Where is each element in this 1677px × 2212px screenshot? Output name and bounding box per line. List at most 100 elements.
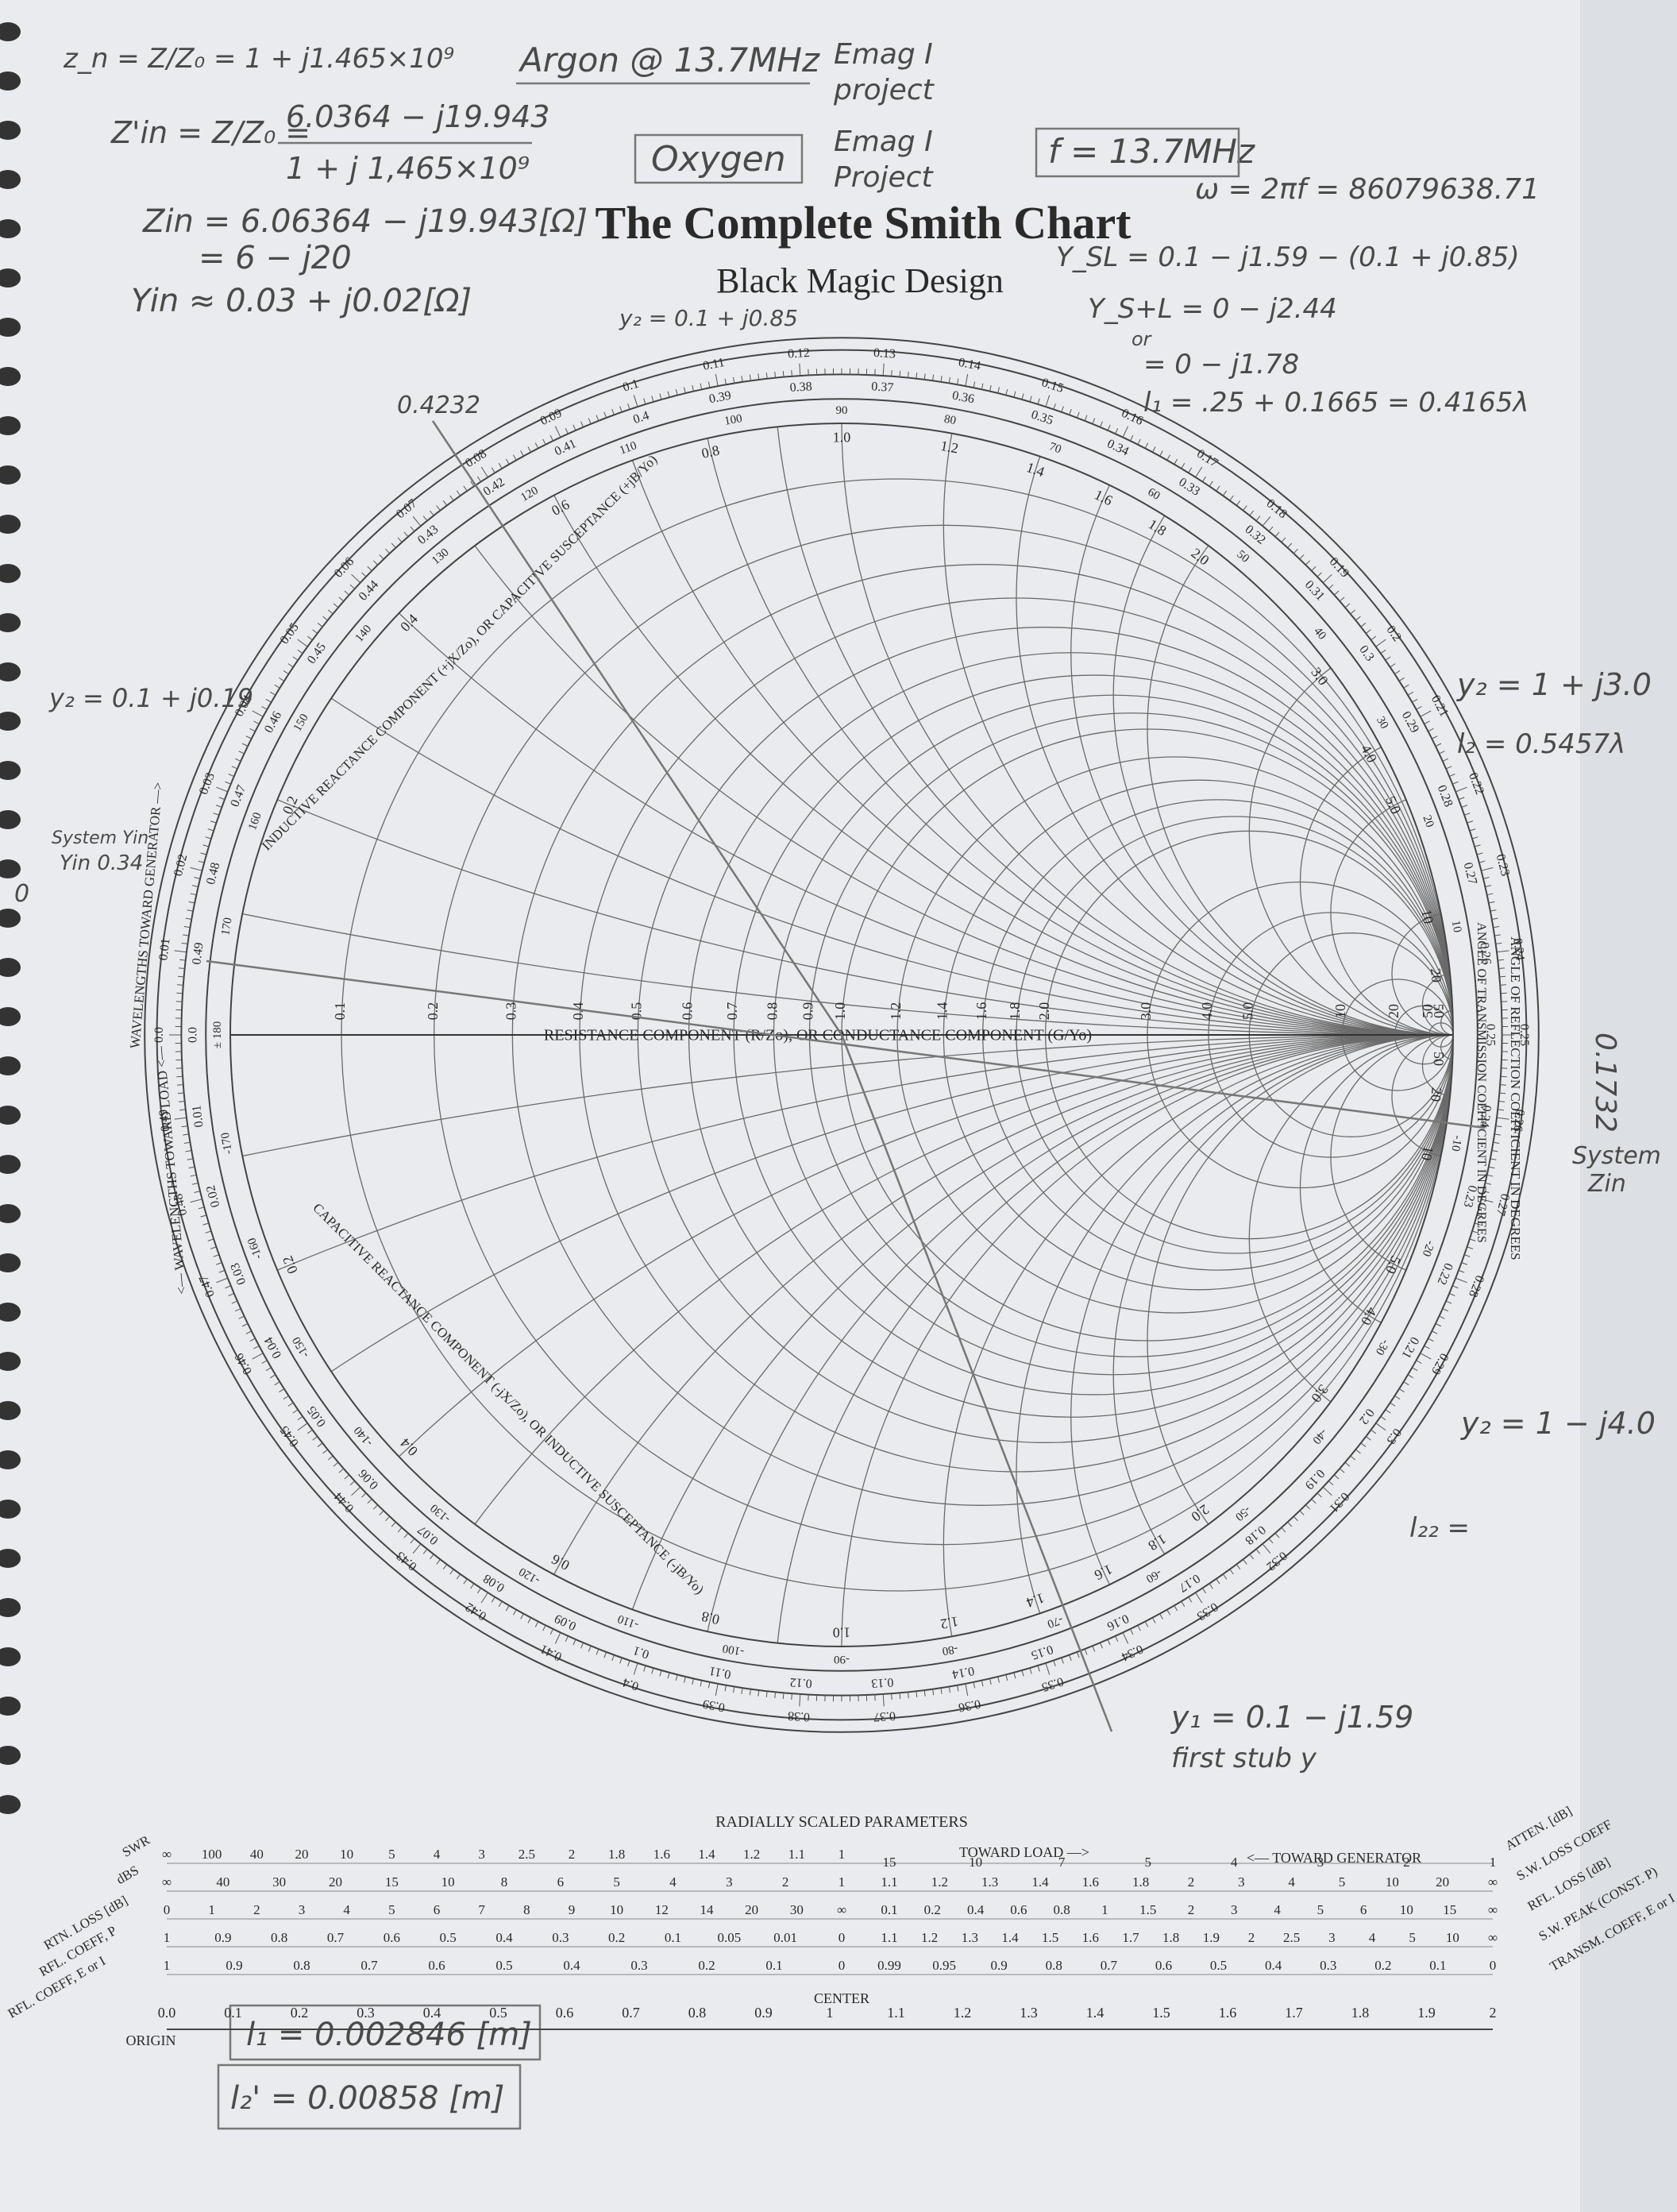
ring-tick [916, 1691, 918, 1697]
reactance-circle [1248, 1034, 1453, 1443]
ring-tick [1452, 781, 1459, 785]
ring-tick [1493, 1141, 1500, 1144]
ring-tick [1268, 1538, 1274, 1544]
ruler-label: 0.0 [158, 2005, 176, 2021]
scale-value: 0.5 [440, 1930, 457, 1945]
ring-tick [491, 1596, 495, 1603]
ring-tick [1188, 1596, 1193, 1603]
ring-hole [0, 1746, 21, 1765]
ring-tick [210, 820, 217, 824]
ring-tick [476, 476, 482, 482]
ring-tick [344, 590, 350, 596]
note: 0 [14, 880, 29, 908]
scale-value: 0.7 [327, 1930, 345, 1945]
scale-value: ∞ [162, 1847, 172, 1862]
scale-value: 5 [1409, 1930, 1416, 1945]
ring-tick [498, 1600, 503, 1607]
ring-tick [1029, 396, 1032, 403]
ring-tick [572, 1639, 576, 1646]
ring-tick [190, 1199, 202, 1203]
ring-tick [715, 1683, 719, 1697]
ring-tick [1005, 388, 1008, 396]
reactance-label: 20 [1428, 1087, 1445, 1102]
scale-value: 1.8 [608, 1847, 625, 1862]
scale-value: 9 [569, 1902, 576, 1917]
ring-tick [317, 623, 323, 627]
ring-tick [1209, 1583, 1213, 1589]
ruler-label: 2 [1490, 2005, 1497, 2021]
ring-tick [225, 1285, 231, 1289]
ring-tick [733, 1686, 735, 1693]
ring-tick [588, 418, 592, 424]
ring-tick [442, 1564, 448, 1570]
ring-tick [1084, 1649, 1088, 1655]
ring-hole [0, 1500, 21, 1519]
ring-tick [505, 1605, 510, 1612]
scale-value: 1.3 [981, 1874, 998, 1890]
scale-value: 1 [1490, 1855, 1497, 1870]
scale-value: 2.5 [519, 1847, 535, 1862]
scale-value: 0.1 [765, 1958, 782, 1973]
note: Emag I [834, 125, 933, 158]
ring-tick [228, 1293, 234, 1296]
ring-tick [463, 1578, 468, 1585]
ring-tick [1222, 490, 1228, 496]
ring-tick [1274, 1532, 1280, 1538]
ring-tick [202, 844, 210, 847]
scale-value: 0.3 [552, 1930, 569, 1945]
wavelength-load-label: 0.37 [871, 380, 894, 395]
ruler-label: 0.4 [423, 2005, 441, 2021]
ring-tick [333, 603, 339, 608]
resistance-label: 0.1 [332, 1002, 348, 1021]
ring-tick [1274, 531, 1280, 538]
scale-value: 4 [343, 1902, 350, 1917]
scale-value: 14 [700, 1902, 715, 1917]
ring-tick [231, 1300, 238, 1304]
ruler-label: 0.5 [489, 2005, 507, 2021]
ring-tick [190, 867, 202, 871]
scale-value: 10 [610, 1902, 623, 1917]
scale-value: 0.8 [1046, 1958, 1062, 1973]
ring-tick [480, 466, 488, 478]
ring-tick [1449, 1293, 1455, 1296]
ring-tick [1485, 1183, 1492, 1185]
ring-tick [372, 560, 379, 566]
ring-tick [234, 1308, 241, 1312]
ring-tick [279, 1388, 285, 1393]
reactance-label: 10 [1418, 908, 1436, 925]
ring-tick [213, 813, 219, 816]
ring-tick [513, 454, 517, 461]
ring-tick [1021, 1670, 1024, 1677]
ring-tick [1455, 1277, 1467, 1284]
ring-tick [1385, 1409, 1391, 1414]
ring-tick [327, 1455, 333, 1461]
wavelength-load-label: 0.27 [1461, 861, 1479, 886]
ring-tick [385, 548, 391, 554]
ring-tick [1420, 710, 1432, 717]
ring-tick [973, 381, 976, 388]
ring-tick [1115, 427, 1119, 434]
ring-tick [338, 1468, 345, 1473]
ring-tick [185, 917, 192, 920]
angle-label: 60 [1145, 486, 1162, 503]
ring-tick [1092, 1646, 1096, 1652]
ring-tick [202, 1222, 210, 1226]
ring-tick [1398, 677, 1405, 681]
scale-value: 0.8 [1054, 1902, 1070, 1917]
ring-tick [1481, 867, 1494, 871]
scale-value: 0.2 [698, 1958, 715, 1973]
scale-value: 20 [745, 1902, 758, 1917]
ring-tick [190, 893, 197, 896]
ring-tick [410, 1538, 415, 1544]
ring-tick [1174, 1605, 1178, 1612]
wavelength-gen-label: 0.0 [152, 1027, 166, 1043]
ring-tick [1500, 984, 1506, 986]
ring-tick [1495, 942, 1502, 944]
ring-tick [1281, 537, 1286, 543]
scale-value: 1.2 [931, 1874, 948, 1890]
note: Y_SL = 0.1 − j1.59 − (0.1 + j0.85) [1056, 241, 1520, 273]
ring-tick [1500, 1084, 1506, 1086]
ring-tick [1449, 774, 1455, 777]
ring-tick [715, 373, 719, 387]
angle-label: 20 [1420, 813, 1436, 829]
